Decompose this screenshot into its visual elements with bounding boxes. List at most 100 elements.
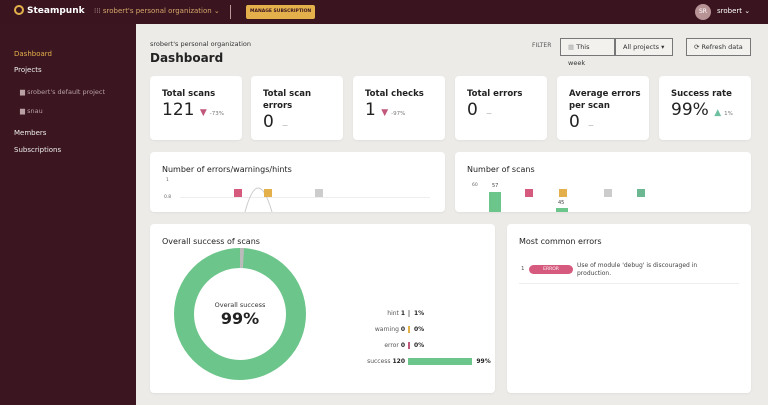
stat-value-row: 0 — <box>569 112 594 132</box>
page-title: Dashboard <box>150 51 224 65</box>
row-bar <box>408 326 410 333</box>
row-label: warning <box>374 326 399 333</box>
trend-down-icon: ▼ <box>199 108 207 118</box>
bar-label: 45 <box>558 200 565 206</box>
org-switcher[interactable]: ⁞⁞⁞ srobert's personal organization ⌄ <box>94 7 220 15</box>
brand-logo[interactable]: Steampunk <box>14 5 85 16</box>
legend-swatch[interactable] <box>525 189 533 197</box>
trend-down-icon: ▼ <box>381 108 389 118</box>
card-title: Number of scans <box>467 165 535 174</box>
grid-icon: ⁞⁞⁞ <box>94 7 103 15</box>
stat-value-row: 121 ▼ -73% <box>162 100 224 120</box>
y-tick: 1 <box>166 178 169 183</box>
stat-value-row: 0 — <box>263 112 288 132</box>
sidebar-item-members[interactable]: Members <box>14 129 47 137</box>
stat-value-row: 0 — <box>467 100 492 120</box>
legend-warning-swatch[interactable] <box>264 189 272 197</box>
stat-card: Success rate 99% ▲ 1% <box>659 76 751 140</box>
row-count: 1 <box>400 310 405 317</box>
stat-delta: — <box>486 111 492 117</box>
sidebar-item-dashboard[interactable]: Dashboard <box>14 50 52 58</box>
org-name: srobert's personal organization ⌄ <box>102 7 220 15</box>
row-label: error <box>384 342 399 349</box>
stat-value-row: 99% ▲ 1% <box>671 100 733 120</box>
manage-subscription-button[interactable]: MANAGE SUBSCRIPTION <box>246 5 316 19</box>
period-label: This week <box>568 43 590 67</box>
gridline <box>180 197 430 198</box>
legend-swatch[interactable] <box>559 189 567 197</box>
refresh-icon: ⟳ <box>694 43 702 51</box>
brand-name: Steampunk <box>27 6 85 16</box>
y-tick: 0.8 <box>164 195 172 200</box>
legend-hint-swatch[interactable] <box>315 189 323 197</box>
stat-value: 0 <box>569 112 580 132</box>
top-bar: Steampunk ⁞⁞⁞ srobert's personal organiz… <box>0 0 768 24</box>
stat-card: Total scan errors 0 — <box>251 76 343 140</box>
stat-title: Success rate <box>671 89 732 99</box>
common-errors-card: Most common errors 1 ERROR Use of module… <box>507 224 751 393</box>
trend-up-icon: ▲ <box>714 108 722 118</box>
sidebar-item-projects[interactable]: Projects <box>14 66 42 74</box>
logo-icon <box>14 5 24 15</box>
refresh-data-button[interactable]: ⟳ Refresh data <box>686 38 751 56</box>
stat-title: Total errors <box>467 89 523 99</box>
main-content: srobert's personal organization Dashboar… <box>136 24 768 405</box>
folder-icon: ▆ <box>20 88 28 96</box>
projects-filter-dropdown[interactable]: All projects ▾ <box>615 38 673 56</box>
row-label: hint <box>387 310 399 317</box>
errors-chart-card: Number of errors/warnings/hints 1 0.8 <box>150 152 445 212</box>
filter-label: FILTER <box>532 42 552 49</box>
stat-delta: — <box>282 123 288 129</box>
success-card: Overall success of scans Overall success… <box>150 224 495 393</box>
row-percent: 0% <box>414 342 425 349</box>
stat-card: Average errors per scan 0 — <box>557 76 649 140</box>
scans-chart-card: Number of scans 60 57 45 <box>455 152 751 212</box>
user-menu[interactable]: srobert ⌄ <box>717 7 751 15</box>
row-bar <box>408 342 410 349</box>
error-rank: 1 <box>521 266 525 272</box>
row-count: 120 <box>392 358 405 365</box>
row-label: success <box>367 358 391 365</box>
row-count: 0 <box>400 342 405 349</box>
legend-swatch[interactable] <box>637 189 645 197</box>
stat-card: Total scans 121 ▼ -73% <box>150 76 242 140</box>
folder-icon: ▆ <box>20 107 28 115</box>
refresh-label: Refresh data <box>701 43 743 51</box>
stat-delta: -73% <box>209 111 224 117</box>
stat-delta: -97% <box>391 111 406 117</box>
sidebar-item-subscriptions[interactable]: Subscriptions <box>14 146 62 154</box>
row-percent: 99% <box>476 358 491 365</box>
calendar-icon: ▦ <box>568 43 577 51</box>
stat-value-row: 1 ▼ -97% <box>365 100 405 120</box>
error-list-item[interactable]: 1 ERROR Use of module 'debug' is discour… <box>519 262 739 284</box>
legend-error-swatch[interactable] <box>234 189 242 197</box>
stat-delta: — <box>588 123 594 129</box>
card-title: Overall success of scans <box>162 237 260 246</box>
stat-value: 99% <box>671 100 709 120</box>
donut-center-value: 99% <box>220 309 260 328</box>
stat-value: 1 <box>365 100 376 120</box>
period-filter-button[interactable]: ▦ This week <box>560 38 615 67</box>
success-donut <box>174 248 306 380</box>
y-tick: 60 <box>472 183 478 188</box>
row-count: 0 <box>400 326 405 333</box>
divider <box>230 5 231 19</box>
bar-label: 57 <box>492 183 499 189</box>
legend-swatch[interactable] <box>604 189 612 197</box>
stat-title: Total checks <box>365 89 424 99</box>
card-title: Most common errors <box>519 237 602 246</box>
scan-bar[interactable] <box>489 192 501 212</box>
scan-bar[interactable] <box>556 208 568 212</box>
avatar[interactable]: SR <box>695 4 711 20</box>
error-badge: ERROR <box>529 265 573 274</box>
row-bar <box>408 310 410 317</box>
stat-title: Total scans <box>162 89 216 99</box>
donut-center-label: Overall success <box>214 301 266 309</box>
sidebar: Dashboard Projects ▆ srobert's default p… <box>0 24 136 405</box>
stat-card: Total errors 0 — <box>455 76 547 140</box>
sidebar-item-default-project[interactable]: ▆ srobert's default project <box>20 88 105 96</box>
project-label: srobert's default project <box>27 88 106 96</box>
sidebar-item-snau[interactable]: ▆ snau <box>20 107 43 115</box>
stat-value: 0 <box>467 100 478 120</box>
stat-delta: 1% <box>724 111 733 117</box>
